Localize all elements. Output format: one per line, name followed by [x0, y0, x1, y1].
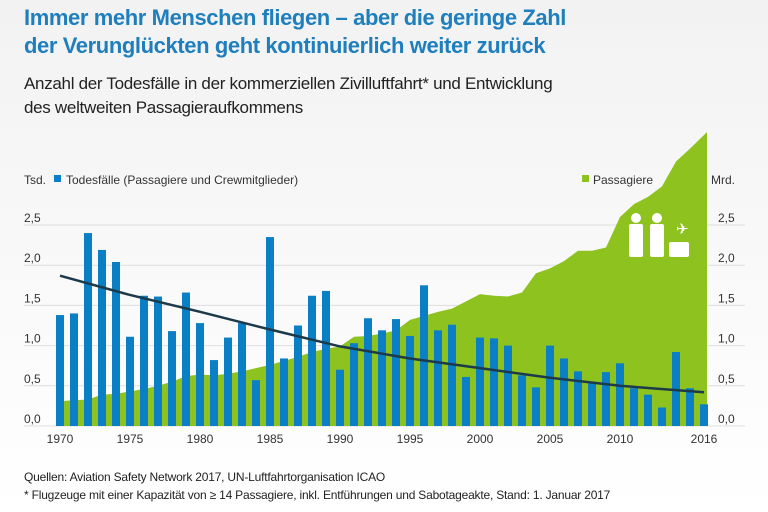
bar-deaths-1973: [98, 249, 106, 426]
bar-deaths-1979: [182, 292, 190, 426]
bar-deaths-1976: [140, 295, 148, 426]
chart-title: Immer mehr Menschen fliegen – aber die g…: [24, 4, 566, 60]
suitcase-icon: [669, 242, 689, 257]
legend-label-deaths: Todesfälle (Passagiere und Crewmitgliede…: [66, 173, 298, 187]
bar-deaths-1997: [434, 330, 442, 426]
bar-deaths-2007: [574, 371, 582, 426]
x-tick: 1970: [47, 432, 74, 446]
legend-passengers: Passagiere Mrd.: [582, 173, 735, 187]
bar-deaths-2006: [560, 358, 568, 426]
bar-deaths-1992: [364, 318, 372, 426]
bar-deaths-1986: [280, 358, 288, 426]
bar-deaths-2008: [588, 383, 596, 426]
y-tick-right: 2,5: [718, 211, 735, 225]
subtitle-line-2: des weltweiten Passagieraufkommens: [24, 98, 303, 117]
legend-swatch-deaths: [54, 175, 61, 182]
bar-deaths-1981: [210, 360, 218, 426]
bar-deaths-1971: [70, 313, 78, 426]
y-tick-right: 0,0: [718, 412, 735, 426]
bar-deaths-2010: [616, 363, 624, 426]
bar-deaths-1977: [154, 296, 162, 426]
y-tick-left: 2,5: [24, 211, 41, 225]
x-tick: 1995: [397, 432, 424, 446]
y-tick-left: 0,5: [24, 372, 41, 386]
title-line-1: Immer mehr Menschen fliegen – aber die g…: [24, 5, 566, 30]
bar-deaths-1995: [406, 335, 414, 426]
bar-deaths-1987: [294, 325, 302, 426]
y-tick-left: 2,0: [24, 251, 41, 265]
y-tick-right: 2,0: [718, 251, 735, 265]
x-tick: 2010: [607, 432, 634, 446]
y-tick-left: 0,0: [24, 412, 41, 426]
bar-deaths-1982: [224, 337, 232, 426]
left-axis-unit: Tsd.: [24, 173, 46, 187]
bar-deaths-1974: [112, 261, 120, 426]
bar-deaths-1989: [322, 290, 330, 426]
x-tick: 1980: [187, 432, 214, 446]
footnote: * Flugzeuge mit einer Kapazität von ≥ 14…: [24, 488, 611, 502]
title-line-2: der Verunglückten geht kontinuierlich we…: [24, 33, 546, 58]
bar-deaths-1996: [420, 285, 428, 426]
bar-deaths-2003: [518, 375, 526, 426]
bar-deaths-2015: [686, 388, 694, 426]
x-tick: 1975: [117, 432, 144, 446]
woman-icon: [650, 213, 664, 257]
subtitle-line-1: Anzahl der Todesfälle in der kommerziell…: [24, 74, 553, 93]
bar-deaths-2016: [700, 404, 708, 426]
bar-deaths-1988: [308, 295, 316, 426]
bar-deaths-1978: [168, 331, 176, 426]
bar-deaths-1975: [126, 336, 134, 426]
y-tick-right: 1,5: [718, 291, 735, 305]
legend-deaths: Tsd. Todesfälle (Passagiere und Crewmitg…: [24, 173, 298, 187]
bar-deaths-1980: [196, 323, 204, 426]
y-tick-right: 1,0: [718, 332, 735, 346]
airplane-icon: ✈: [676, 221, 689, 238]
bar-deaths-1970: [56, 315, 64, 426]
bar-deaths-1991: [350, 343, 358, 426]
bar-deaths-1994: [392, 319, 400, 426]
y-tick-left: 1,0: [24, 332, 41, 346]
bar-deaths-1999: [462, 376, 470, 426]
bar-deaths-2002: [504, 345, 512, 426]
bar-deaths-2000: [476, 337, 484, 426]
right-axis-unit: Mrd.: [711, 173, 735, 187]
chart-subtitle: Anzahl der Todesfälle in der kommerziell…: [24, 72, 553, 120]
bar-deaths-1990: [336, 369, 344, 426]
bar-deaths-1983: [238, 323, 246, 426]
legend-label-passengers: Passagiere: [593, 173, 653, 187]
man-icon: [629, 213, 643, 257]
x-tick: 2000: [467, 432, 494, 446]
trend-line: [59, 274, 705, 394]
bar-deaths-2004: [532, 387, 540, 426]
bar-deaths-2001: [490, 338, 498, 426]
passengers-area: [56, 131, 707, 426]
bar-deaths-1984: [252, 380, 260, 426]
x-tick: 2005: [537, 432, 564, 446]
bar-deaths-1972: [84, 233, 92, 426]
sources-note: Quellen: Aviation Safety Network 2017, U…: [24, 470, 386, 484]
x-tick: 2016: [691, 432, 718, 446]
bar-deaths-2013: [658, 407, 666, 426]
passenger-icons: ✈: [629, 213, 689, 257]
bar-deaths-2009: [602, 372, 610, 426]
bar-deaths-2011: [630, 388, 638, 426]
bar-deaths-2005: [546, 345, 554, 426]
y-tick-right: 0,5: [718, 372, 735, 386]
legend-swatch-passengers: [582, 175, 589, 182]
bar-deaths-2012: [644, 394, 652, 426]
bar-deaths-1993: [378, 330, 386, 426]
x-tick: 1985: [257, 432, 284, 446]
bar-deaths-1985: [266, 237, 274, 426]
bar-deaths-1998: [448, 324, 456, 426]
x-tick: 1990: [327, 432, 354, 446]
chart: 0,0 0,0 0,5 0,5 1,0 1,0 1,5 1,5 2,0 2,0 2,5 2,5 1970…: [24, 131, 745, 446]
y-tick-left: 1,5: [24, 291, 41, 305]
